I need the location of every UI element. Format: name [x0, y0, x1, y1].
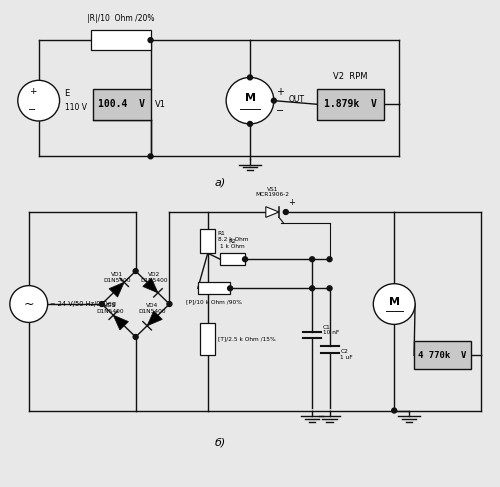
Polygon shape [114, 315, 128, 330]
Text: a): a) [214, 178, 226, 188]
Circle shape [133, 269, 138, 274]
Text: б): б) [214, 437, 226, 447]
Circle shape [10, 286, 48, 322]
Polygon shape [147, 311, 162, 326]
Circle shape [248, 121, 252, 126]
Text: C2
1 uF: C2 1 uF [340, 349, 353, 360]
Text: +: + [28, 87, 36, 96]
Text: [T]/2.5 k Ohm /15%: [T]/2.5 k Ohm /15% [218, 337, 276, 342]
Circle shape [148, 37, 153, 42]
Bar [414, 341, 472, 370]
Circle shape [310, 257, 314, 262]
Polygon shape [143, 278, 158, 293]
Text: |R|/10  Ohm /20%: |R|/10 Ohm /20% [87, 14, 154, 23]
Circle shape [310, 286, 314, 291]
Text: M: M [388, 297, 400, 307]
Circle shape [148, 154, 153, 159]
Circle shape [392, 408, 396, 413]
Text: −: − [28, 105, 36, 115]
Circle shape [133, 335, 138, 339]
Bar [317, 89, 384, 120]
Circle shape [100, 301, 104, 306]
Bar [220, 253, 245, 265]
Polygon shape [266, 206, 279, 217]
Text: R2
1 k Ohm: R2 1 k Ohm [220, 239, 245, 249]
Text: VD4
D1N5400: VD4 D1N5400 [138, 303, 166, 314]
Text: 110 V: 110 V [64, 103, 86, 112]
Circle shape [18, 80, 59, 121]
Text: 100.4  V: 100.4 V [98, 99, 146, 109]
Bar [200, 229, 215, 253]
Text: V2  RPM: V2 RPM [334, 72, 368, 81]
Text: 1.879k  V: 1.879k V [324, 99, 377, 109]
Text: R1
8.2 k Ohm: R1 8.2 k Ohm [218, 231, 248, 242]
Text: C1
10 nF: C1 10 nF [323, 325, 340, 336]
Bar [91, 31, 150, 50]
Text: VS1
MCR1906-2: VS1 MCR1906-2 [256, 187, 290, 198]
Circle shape [272, 98, 276, 103]
Circle shape [226, 77, 274, 124]
Text: ~: ~ [24, 298, 34, 311]
Circle shape [327, 286, 332, 291]
Text: +: + [276, 87, 284, 97]
Polygon shape [109, 282, 124, 297]
Bar [94, 89, 150, 120]
Bar [200, 323, 215, 355]
Text: V1: V1 [154, 100, 166, 109]
Text: 4 770k  V: 4 770k V [418, 351, 467, 360]
Text: VD1
D1N5400: VD1 D1N5400 [103, 272, 131, 282]
Circle shape [242, 257, 248, 262]
Text: −: − [276, 106, 284, 116]
Text: [P]/10 k Ohm /90%: [P]/10 k Ohm /90% [186, 299, 242, 304]
Text: E: E [64, 89, 70, 98]
Text: ~ 24 V/50 Hz/0 Deg: ~ 24 V/50 Hz/0 Deg [50, 301, 116, 307]
Circle shape [327, 257, 332, 262]
Text: M: M [244, 93, 256, 103]
Circle shape [167, 301, 172, 306]
Text: VD2
D1N5400: VD2 D1N5400 [140, 272, 168, 282]
Circle shape [228, 286, 232, 291]
Circle shape [248, 75, 252, 80]
Bar [198, 282, 230, 294]
Text: VD3
D1N5400: VD3 D1N5400 [96, 303, 124, 314]
Text: OUT: OUT [289, 95, 305, 104]
Text: +: + [288, 198, 295, 207]
Circle shape [374, 284, 415, 324]
Circle shape [284, 209, 288, 214]
